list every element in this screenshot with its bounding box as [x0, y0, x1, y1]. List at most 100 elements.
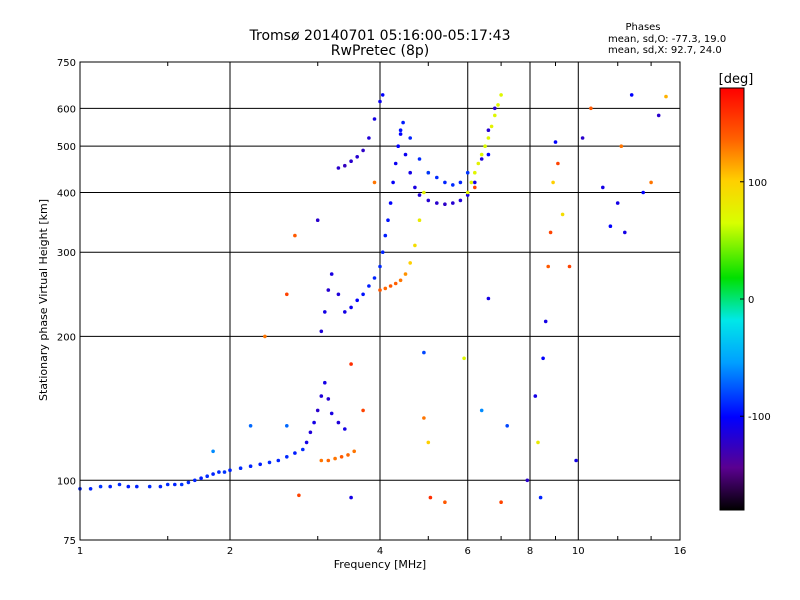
- echo-point: [435, 201, 439, 205]
- echo-point: [339, 455, 344, 459]
- echo-point: [301, 447, 305, 452]
- x-tick-label: 8: [527, 546, 533, 557]
- echo-point: [476, 161, 481, 166]
- colorbar-tick-label: 100: [748, 178, 767, 189]
- echo-point: [656, 113, 661, 118]
- echo-point: [574, 458, 578, 463]
- echo-point: [391, 180, 395, 185]
- chart-subtitle: RwPretec (8p): [331, 43, 429, 59]
- echo-point: [352, 449, 357, 454]
- echo-point: [641, 190, 645, 195]
- echo-point: [186, 480, 191, 485]
- phase-stats-o: mean, sd,O: -77.3, 19.0: [608, 34, 726, 45]
- phase-heading: Phases: [625, 22, 660, 33]
- y-tick-label: 75: [63, 536, 76, 547]
- echo-point: [473, 170, 477, 175]
- echo-point: [551, 180, 555, 185]
- echo-point: [393, 161, 398, 166]
- echo-point: [496, 103, 500, 107]
- echo-point: [580, 136, 585, 140]
- phase-stats-x: mean, sd,X: 92.7, 24.0: [608, 45, 722, 56]
- colorbar-ticks: 100 0 -100: [740, 178, 771, 423]
- echo-point: [336, 166, 341, 170]
- echo-point: [158, 484, 163, 489]
- echo-point: [398, 132, 403, 136]
- echo-point: [465, 190, 470, 195]
- echo-point: [589, 106, 593, 111]
- echo-point: [462, 356, 466, 361]
- echo-point: [135, 484, 139, 489]
- echo-point: [205, 474, 209, 479]
- echo-point: [619, 144, 624, 148]
- echo-point: [479, 157, 484, 161]
- echo-point: [483, 144, 487, 148]
- x-tick-label: 1: [77, 546, 83, 557]
- echo-point: [378, 288, 382, 292]
- echo-point: [393, 281, 398, 286]
- echo-point: [343, 310, 347, 314]
- echo-point: [349, 305, 353, 310]
- echo-point: [543, 319, 548, 324]
- echo-point: [248, 424, 253, 428]
- echo-point: [346, 453, 350, 457]
- echo-point: [422, 416, 426, 420]
- echo-point: [336, 420, 341, 425]
- echo-point: [343, 427, 347, 431]
- grid-lines: [80, 62, 680, 540]
- echo-point: [486, 296, 491, 301]
- echo-point: [276, 458, 281, 463]
- echo-point: [88, 487, 93, 491]
- echo-point: [304, 440, 309, 445]
- echo-point: [469, 180, 474, 185]
- echo-point: [479, 152, 484, 157]
- echo-point: [372, 276, 377, 280]
- echo-point: [417, 157, 422, 161]
- y-tick-label: 100: [57, 476, 76, 487]
- echo-point: [372, 117, 377, 121]
- echo-point: [493, 106, 497, 111]
- echo-point: [538, 495, 543, 500]
- echo-point: [664, 94, 668, 99]
- echo-point: [426, 440, 431, 445]
- echo-point: [479, 408, 484, 413]
- y-tick-label: 600: [57, 104, 76, 115]
- echo-point: [108, 484, 112, 489]
- echo-point: [267, 460, 272, 465]
- echo-point: [408, 136, 413, 140]
- echo-point: [403, 272, 408, 276]
- echo-point: [319, 394, 324, 398]
- echo-point: [173, 482, 177, 487]
- echo-point: [380, 93, 385, 97]
- echo-point: [285, 292, 289, 297]
- echo-point: [217, 470, 221, 474]
- echo-point: [458, 198, 463, 203]
- echo-point: [323, 310, 327, 314]
- echo-point: [193, 478, 197, 483]
- echo-point: [258, 462, 263, 467]
- echo-point: [489, 124, 494, 129]
- echo-point: [383, 286, 388, 291]
- echo-point: [343, 163, 347, 168]
- echo-point: [486, 152, 491, 157]
- echo-point: [505, 424, 510, 428]
- echo-point: [398, 278, 403, 283]
- echo-point: [293, 451, 297, 455]
- echo-point: [319, 329, 324, 334]
- echo-point: [349, 362, 353, 366]
- y-tick-label: 500: [57, 142, 76, 153]
- echo-point: [98, 484, 103, 489]
- echo-point: [263, 334, 267, 339]
- echo-points: [78, 93, 668, 505]
- echo-point: [486, 136, 491, 140]
- echo-point: [465, 193, 470, 197]
- colorbar-label: [deg]: [719, 72, 754, 87]
- echo-point: [378, 99, 382, 104]
- echo-point: [525, 478, 530, 483]
- echo-point: [147, 484, 152, 489]
- echo-point: [408, 261, 413, 265]
- echo-point: [179, 482, 184, 487]
- echo-point: [615, 201, 620, 205]
- echo-point: [336, 292, 341, 297]
- echo-point: [408, 170, 413, 175]
- echo-point: [378, 264, 382, 269]
